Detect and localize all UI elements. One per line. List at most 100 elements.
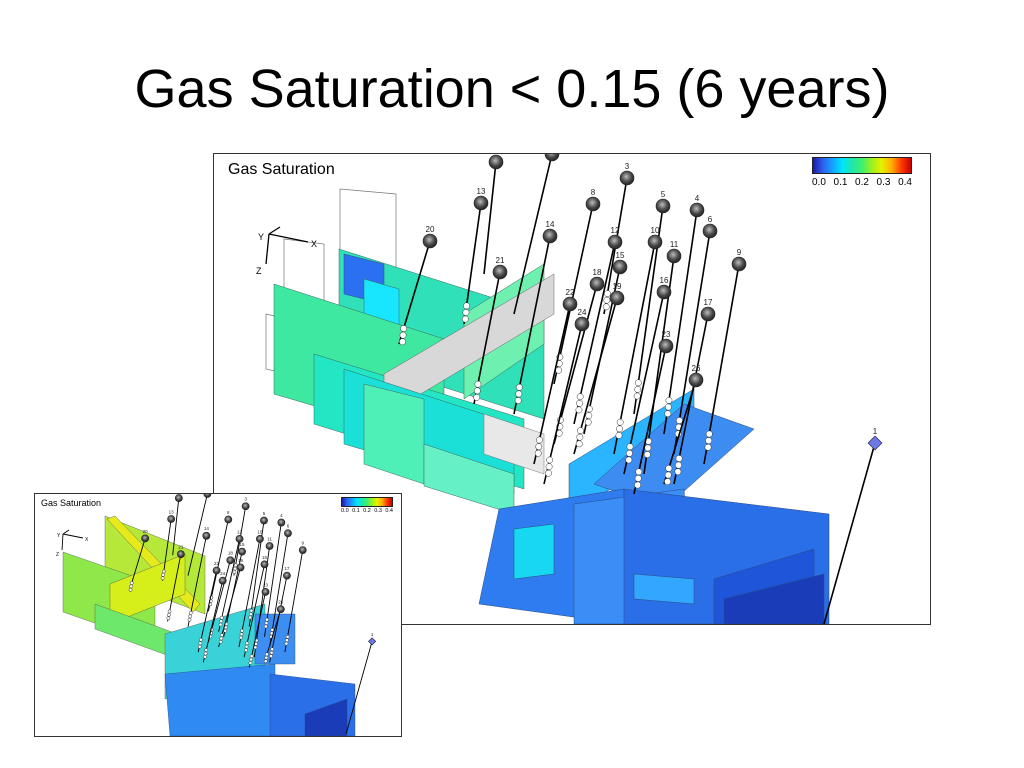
- well-label: 26: [278, 600, 284, 605]
- well-head-marker[interactable]: [544, 154, 560, 162]
- perforation-marker: [615, 432, 623, 439]
- axis-label-z: Z: [256, 266, 262, 276]
- gas-saturated-block: [633, 573, 695, 605]
- well-trajectory: [345, 641, 373, 734]
- well-head-marker[interactable]: [218, 576, 227, 585]
- well-head-marker[interactable]: [174, 494, 183, 502]
- well-head-marker[interactable]: [473, 195, 489, 211]
- well-head-marker[interactable]: [422, 233, 438, 249]
- well-head-marker[interactable]: [619, 170, 635, 186]
- well-head-marker[interactable]: [226, 556, 235, 565]
- well-head-marker[interactable]: [656, 284, 672, 300]
- perforation-marker: [676, 417, 683, 424]
- well-head-marker[interactable]: [542, 228, 558, 244]
- well-head-marker[interactable]: [702, 223, 718, 239]
- well-head-marker[interactable]: [658, 338, 674, 354]
- well-head-marker[interactable]: [167, 515, 176, 523]
- well-head-marker[interactable]: [689, 202, 705, 218]
- well-head-marker[interactable]: [492, 264, 508, 280]
- well-label: 8: [591, 188, 596, 197]
- well-head-marker[interactable]: [700, 306, 716, 322]
- well-label: 12: [611, 226, 620, 235]
- well-label: 18: [593, 268, 602, 277]
- gas-saturated-block: [164, 663, 276, 736]
- perforation-marker: [245, 641, 250, 646]
- well-head-marker[interactable]: [241, 502, 250, 511]
- perforation-marker: [473, 387, 481, 395]
- perforation-marker: [603, 296, 611, 304]
- well-label: 6: [708, 215, 713, 224]
- well-head-marker[interactable]: [202, 531, 211, 540]
- perforation-marker: [203, 654, 207, 659]
- well-head-marker[interactable]: [562, 296, 578, 312]
- well-head-marker[interactable]: [238, 547, 246, 556]
- well-trajectory: [264, 522, 282, 637]
- well-label: 4: [695, 194, 700, 203]
- axes-triad: Y X Z: [256, 226, 317, 276]
- well-label: 18: [228, 551, 234, 556]
- perforation-marker: [199, 637, 203, 642]
- perforation-marker: [633, 392, 641, 400]
- well-head-marker[interactable]: [261, 588, 270, 596]
- perforation-marker: [129, 584, 133, 589]
- well-head-marker[interactable]: [235, 534, 244, 543]
- well-label: 6: [287, 524, 290, 529]
- well-label: 3: [244, 497, 247, 502]
- well-head-marker[interactable]: [688, 372, 704, 388]
- well-head-marker[interactable]: [276, 605, 285, 614]
- gas-saturated-block: [363, 383, 425, 485]
- well-head-marker[interactable]: [265, 542, 274, 550]
- well-head-marker[interactable]: [176, 550, 185, 559]
- well-head-marker[interactable]: [260, 560, 269, 569]
- well-head-marker[interactable]: [585, 196, 601, 212]
- well-head-marker[interactable]: [655, 198, 671, 214]
- well-label: 12: [237, 529, 243, 534]
- gas-saturated-block: [513, 523, 555, 580]
- perforation-marker: [249, 654, 254, 658]
- well-head-marker[interactable]: [283, 571, 291, 580]
- perforation-marker: [248, 612, 253, 616]
- well-head-marker[interactable]: [224, 515, 233, 524]
- injector-well-marker[interactable]: [867, 435, 883, 451]
- injector-well-marker[interactable]: [368, 637, 377, 646]
- perforation-marker: [219, 636, 224, 641]
- well-head-marker[interactable]: [298, 546, 307, 554]
- colorbar-gradient: [341, 497, 393, 507]
- well-head-marker[interactable]: [607, 234, 623, 250]
- well-label: 1: [873, 427, 878, 436]
- inset-3d-view[interactable]: Y X Z 3 13 8 5 4 6 14 20 12 10 11 15 9 21 18 19 16 22 24 17…: [34, 493, 402, 737]
- well-head-marker[interactable]: [284, 529, 292, 538]
- well-head-marker[interactable]: [236, 563, 245, 572]
- perforation-marker: [265, 652, 269, 657]
- main-3d-view[interactable]: Y X Z 3 13 8 5 4 6 14 20 12 10 11 15 9 21 18 19 16 22 24 17…: [213, 153, 931, 625]
- well-label: 9: [737, 248, 742, 257]
- perforation-marker: [399, 331, 407, 339]
- well-head-marker[interactable]: [731, 256, 747, 272]
- well-trajectory: [613, 241, 656, 455]
- well-head-marker[interactable]: [277, 518, 286, 527]
- well-head-marker[interactable]: [574, 316, 590, 332]
- perforation-marker: [575, 406, 583, 414]
- well-head-marker[interactable]: [141, 534, 150, 543]
- well-label: 9: [301, 541, 304, 546]
- perforation-marker: [269, 654, 273, 658]
- well-head-marker[interactable]: [212, 566, 221, 575]
- well-head-marker[interactable]: [260, 516, 268, 525]
- axis-label-x: X: [85, 537, 89, 543]
- well-head-marker[interactable]: [666, 248, 682, 264]
- perforation-marker: [515, 390, 523, 398]
- perforation-marker: [536, 436, 543, 444]
- well-label: 4: [280, 513, 283, 518]
- perforation-marker: [167, 609, 172, 614]
- well-head-marker[interactable]: [256, 534, 264, 543]
- well-head-marker[interactable]: [612, 259, 628, 275]
- well-head-marker[interactable]: [647, 234, 663, 250]
- well-head-marker[interactable]: [488, 154, 504, 170]
- well-head-marker[interactable]: [609, 290, 625, 306]
- well-label: 13: [169, 509, 175, 514]
- well-head-marker[interactable]: [589, 276, 605, 292]
- gas-saturated-block: [483, 413, 545, 475]
- well-head-marker[interactable]: [203, 494, 212, 498]
- well-label: 20: [143, 529, 149, 534]
